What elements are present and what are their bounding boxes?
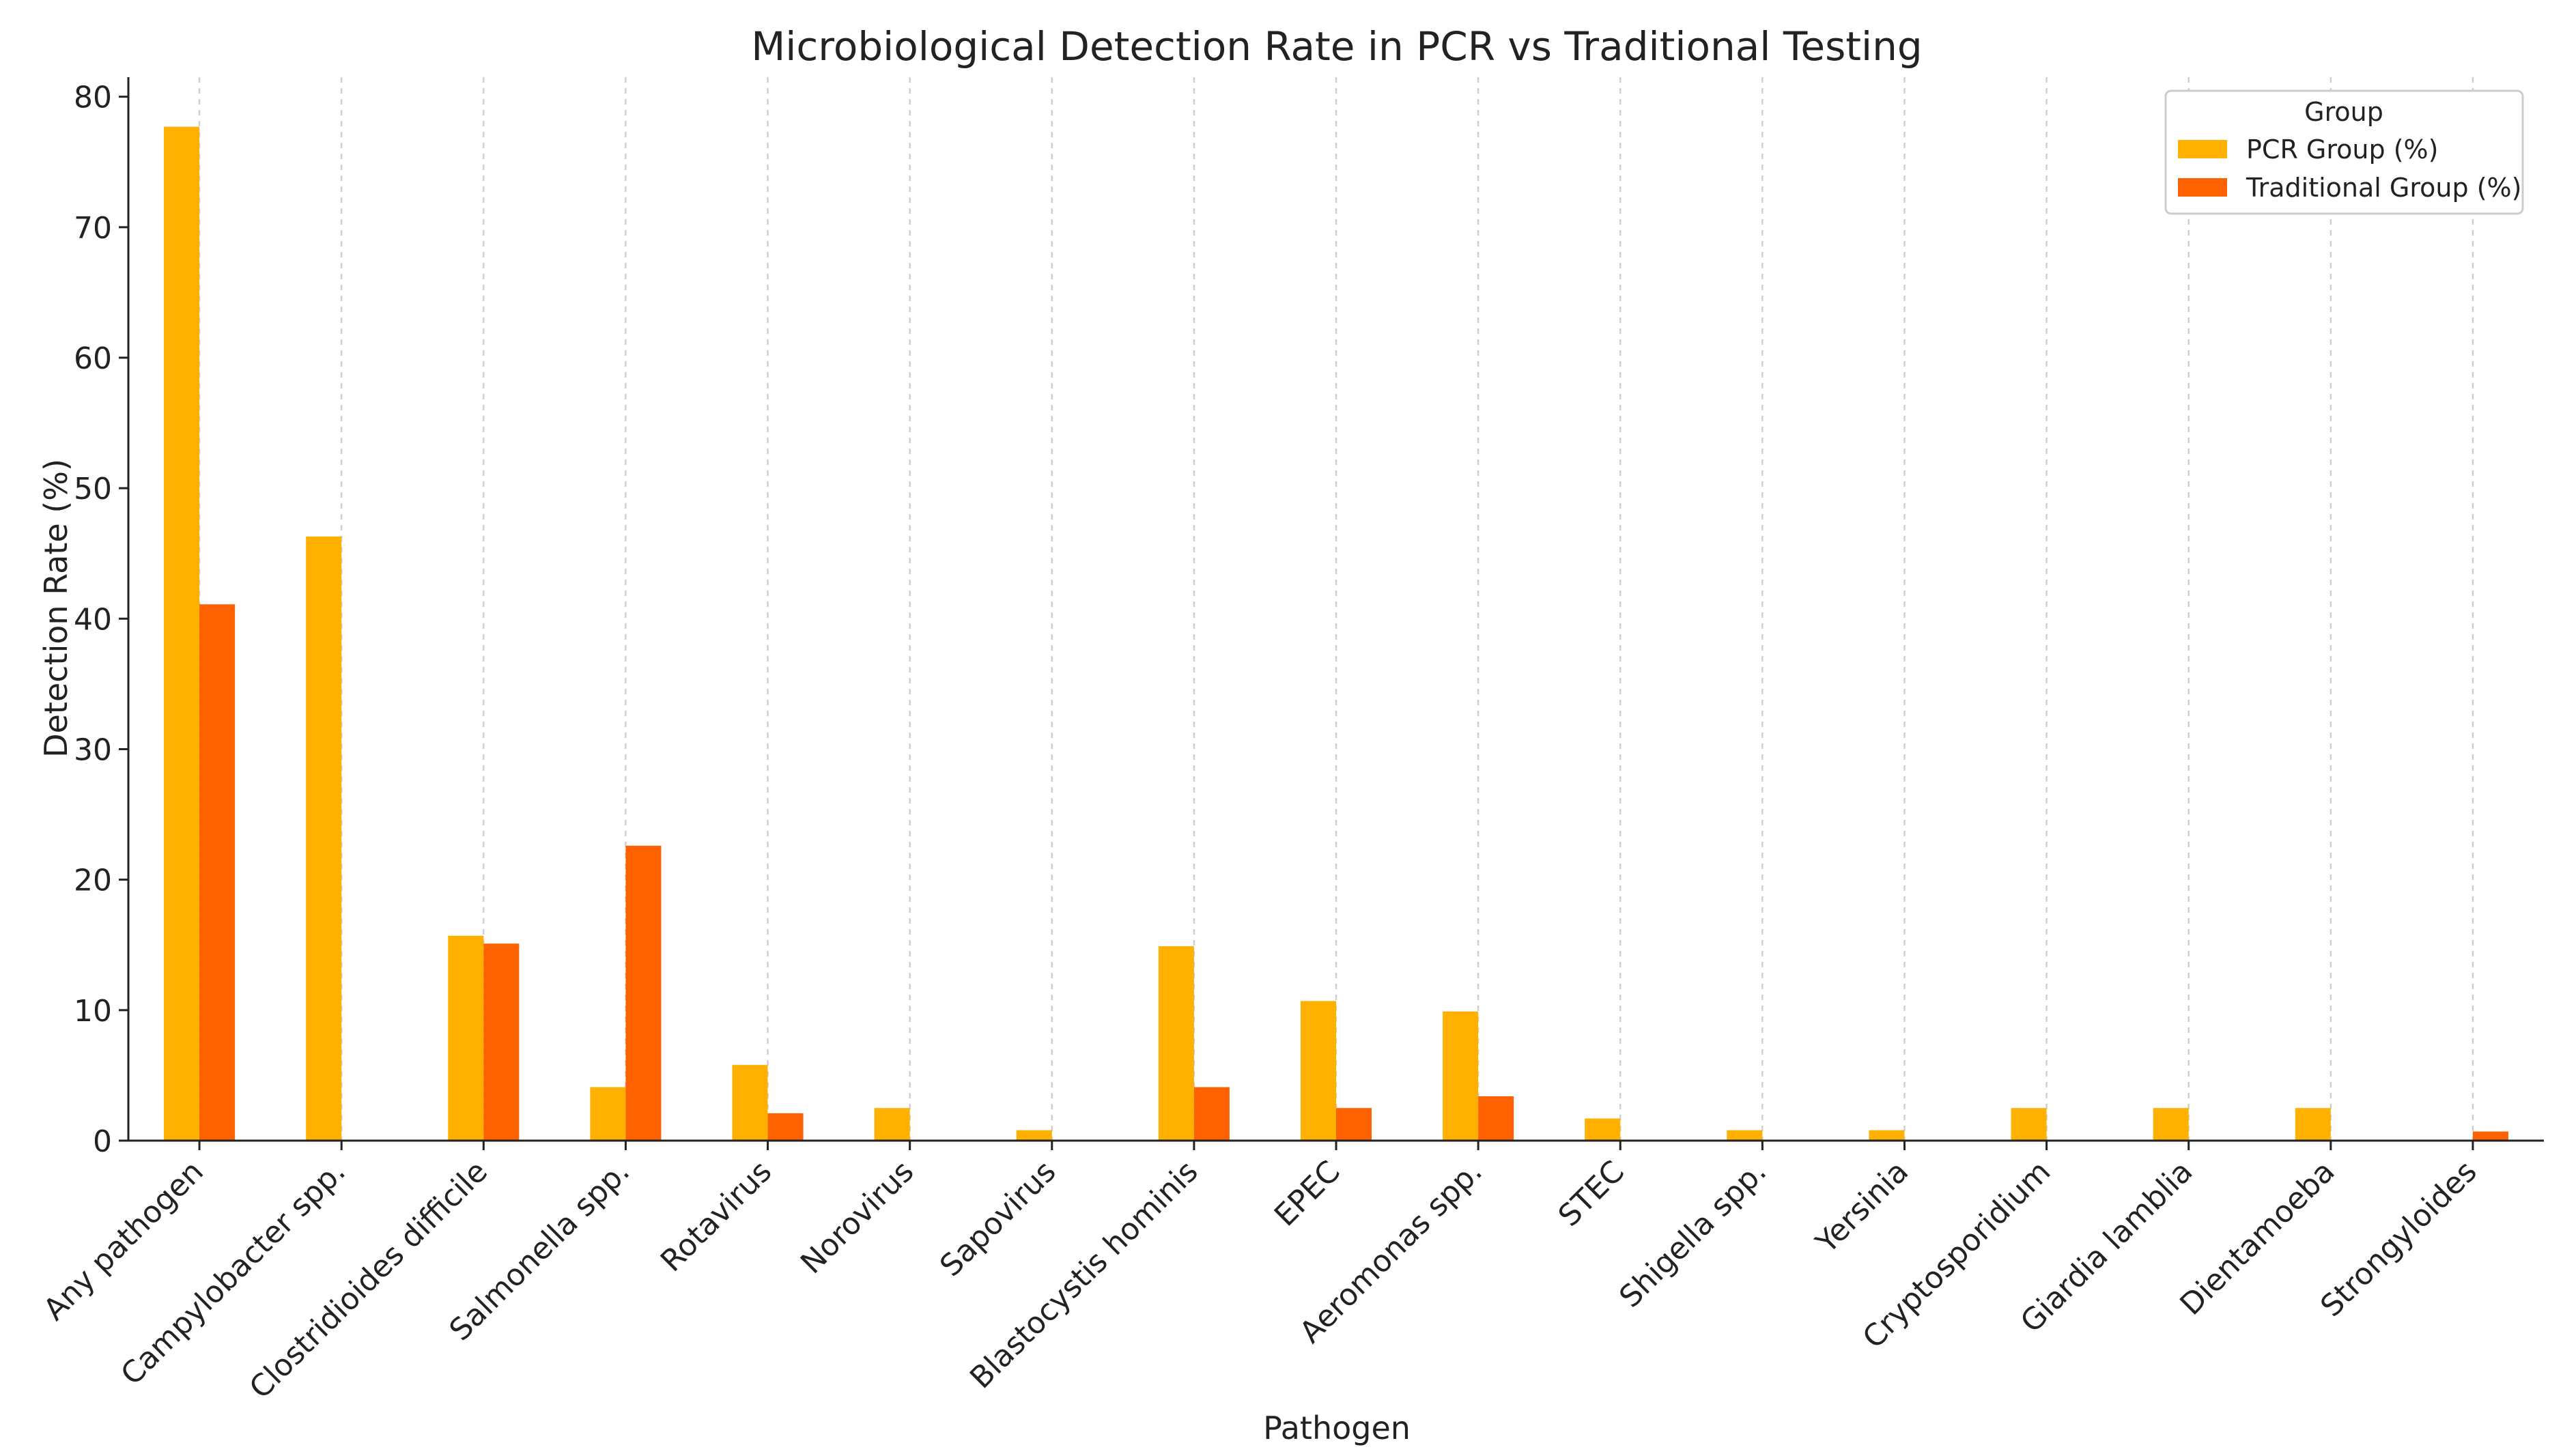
bar-pcr-sapovirus: [1016, 1130, 1052, 1141]
y-axis-label: Detection Rate (%): [38, 459, 74, 758]
y-tick-label-30: 30: [74, 733, 112, 768]
bar-pcr-clostridioides-difficile: [448, 935, 484, 1141]
bar-traditional-clostridioides-difficile: [483, 943, 520, 1141]
x-axis-label: Pathogen: [1263, 1410, 1411, 1446]
bar-pcr-any-pathogen: [164, 126, 200, 1141]
legend-label-pcr: PCR Group (%): [2246, 134, 2438, 165]
bar-traditional-any-pathogen: [199, 604, 236, 1141]
y-tick-label-0: 0: [93, 1124, 112, 1159]
bar-traditional-blastocystis-hominis: [1193, 1087, 1230, 1141]
bar-traditional-strongyloides: [2472, 1131, 2508, 1141]
bar-pcr-stec: [1585, 1118, 1621, 1141]
bar-traditional-rotavirus: [767, 1113, 804, 1141]
legend-box: [2164, 89, 2524, 215]
bar-pcr-campylobacter-spp: [306, 536, 342, 1141]
y-tick-label-80: 80: [74, 81, 112, 115]
bar-traditional-salmonella-spp: [625, 845, 662, 1141]
bar-pcr-epec: [1300, 1001, 1336, 1141]
legend-swatch-pcr: [2178, 140, 2227, 158]
bars: [164, 126, 2508, 1141]
legend: Group PCR Group (%) Traditional Group (%…: [2164, 89, 2524, 215]
bar-pcr-cryptosporidium: [2011, 1108, 2047, 1141]
legend-swatch-traditional: [2178, 178, 2227, 197]
bar-pcr-norovirus: [874, 1108, 910, 1141]
bar-pcr-aeromonas-spp: [1443, 1011, 1479, 1141]
bar-pcr-dientamoeba: [2295, 1108, 2331, 1141]
bar-pcr-salmonella-spp: [590, 1087, 626, 1141]
y-tick-label-20: 20: [74, 863, 112, 898]
y-tick-label-10: 10: [74, 994, 112, 1029]
bar-traditional-aeromonas-spp: [1478, 1096, 1514, 1141]
bar-pcr-yersinia: [1869, 1130, 1905, 1141]
chart-title: Microbiological Detection Rate in PCR vs…: [751, 23, 1922, 70]
axes: [119, 77, 2544, 1150]
y-tick-label-40: 40: [74, 602, 112, 637]
bar-pcr-rotavirus: [732, 1065, 768, 1141]
y-tick-label-70: 70: [74, 211, 112, 246]
legend-title: Group: [2304, 97, 2383, 127]
bar-pcr-giardia-lamblia: [2153, 1108, 2189, 1141]
bar-pcr-blastocystis-hominis: [1158, 946, 1194, 1141]
bar-pcr-shigella-spp: [1727, 1130, 1763, 1141]
bar-traditional-epec: [1336, 1108, 1372, 1141]
legend-label-traditional: Traditional Group (%): [2246, 173, 2521, 203]
y-tick-label-60: 60: [74, 341, 112, 376]
y-tick-label-50: 50: [74, 472, 112, 506]
